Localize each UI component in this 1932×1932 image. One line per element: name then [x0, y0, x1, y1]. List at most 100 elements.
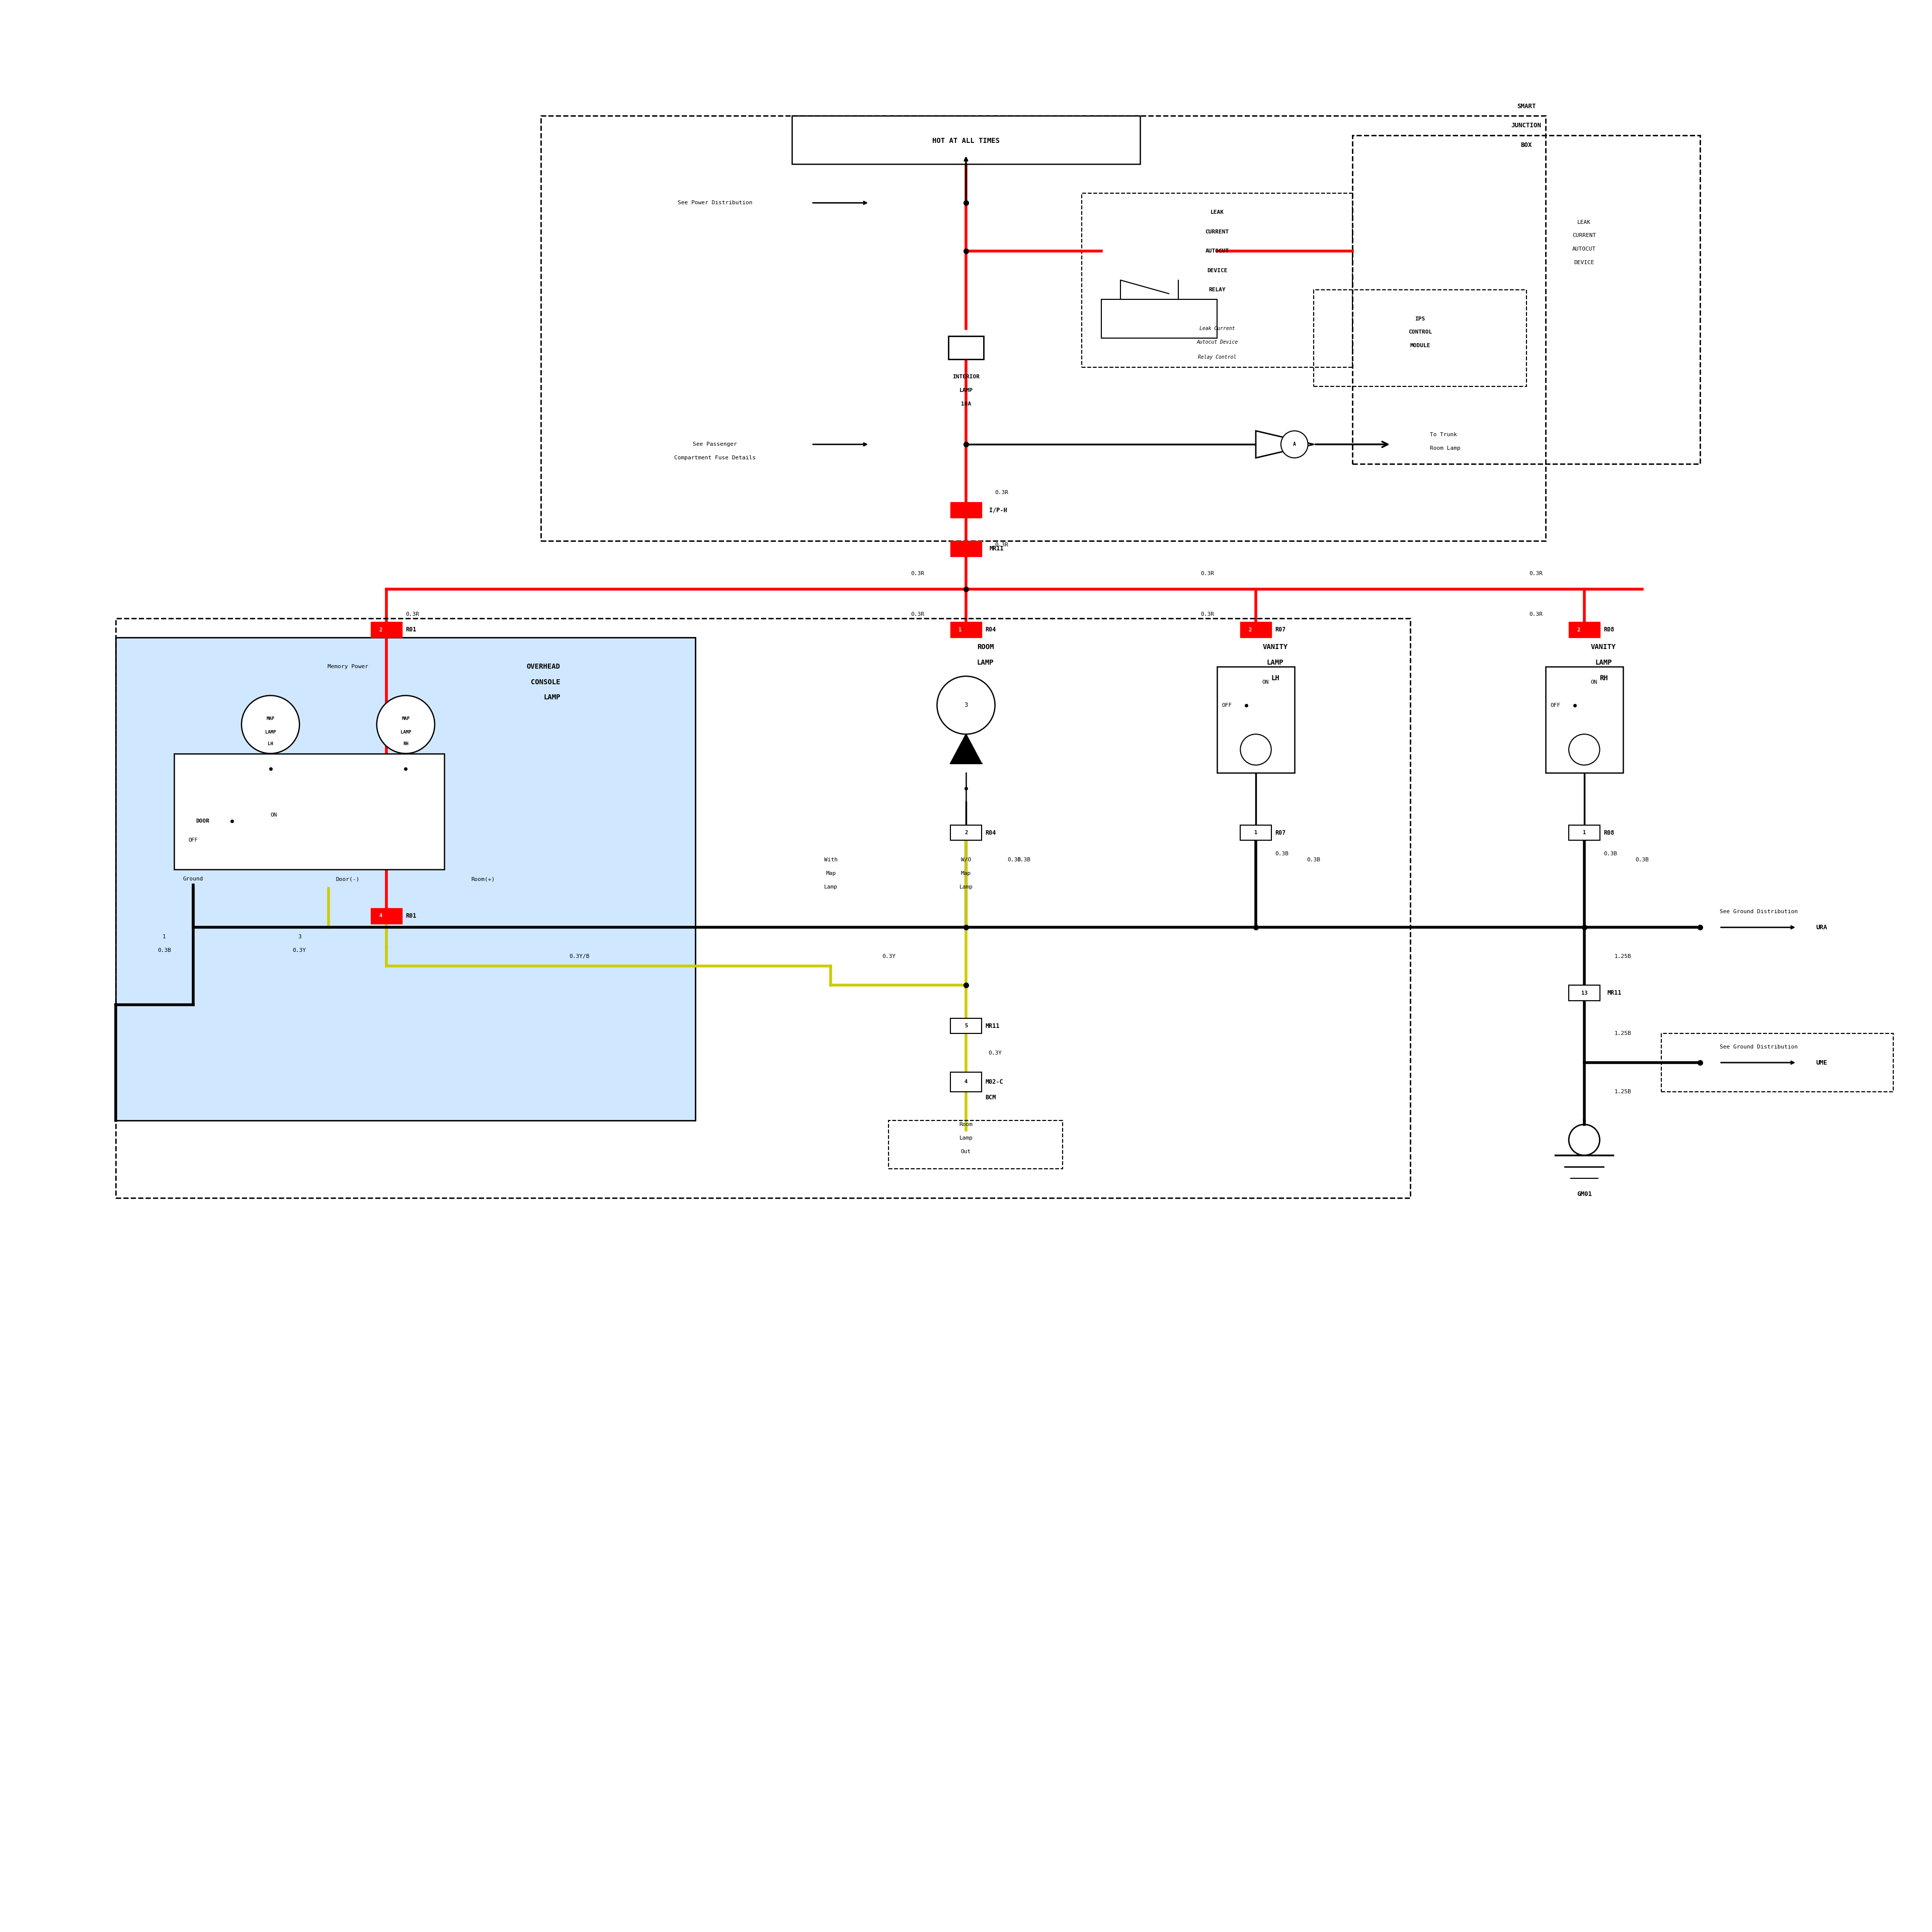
Text: 0.3R: 0.3R	[1200, 572, 1215, 576]
Text: Map: Map	[825, 871, 837, 875]
Text: ON: ON	[1590, 680, 1598, 684]
FancyBboxPatch shape	[951, 1018, 981, 1034]
Text: Room: Room	[958, 1122, 974, 1126]
Text: LAMP: LAMP	[1596, 659, 1611, 667]
Text: OFF: OFF	[1549, 703, 1561, 707]
Text: CONSOLE: CONSOLE	[531, 678, 560, 686]
Text: R01: R01	[406, 626, 417, 634]
Text: Lamp: Lamp	[958, 1136, 974, 1140]
Circle shape	[377, 696, 435, 753]
Text: DOOR: DOOR	[195, 819, 211, 823]
Text: 0.3Y/B: 0.3Y/B	[570, 954, 589, 958]
Text: 0.3R: 0.3R	[910, 612, 925, 616]
FancyBboxPatch shape	[1569, 985, 1600, 1001]
Text: 0.3R: 0.3R	[1528, 572, 1544, 576]
Text: LH: LH	[269, 742, 272, 746]
Text: W/O: W/O	[960, 858, 972, 862]
Text: Lamp: Lamp	[823, 885, 838, 889]
Text: 1: 1	[1582, 831, 1586, 835]
Text: See Power Distribution: See Power Distribution	[678, 201, 752, 205]
Text: IPS: IPS	[1414, 317, 1426, 321]
Text: 0.3B: 0.3B	[1275, 852, 1289, 856]
Text: 2: 2	[964, 831, 968, 835]
Text: 3: 3	[298, 935, 301, 939]
Text: BOX: BOX	[1520, 141, 1532, 149]
Text: 1: 1	[1254, 831, 1258, 835]
Text: DEVICE: DEVICE	[1575, 261, 1594, 265]
Text: MODULE: MODULE	[1410, 344, 1430, 348]
Circle shape	[937, 676, 995, 734]
Text: 4: 4	[964, 1080, 968, 1084]
Text: ON: ON	[1262, 680, 1269, 684]
Text: 2: 2	[1248, 628, 1252, 632]
Text: Map: Map	[960, 871, 972, 875]
Text: 0.3R: 0.3R	[910, 572, 925, 576]
Text: A: A	[1293, 442, 1296, 446]
FancyBboxPatch shape	[951, 1072, 981, 1092]
Text: RH: RH	[1600, 674, 1607, 682]
FancyBboxPatch shape	[1569, 622, 1600, 638]
Circle shape	[242, 696, 299, 753]
Text: URA: URA	[1816, 923, 1828, 931]
Text: CURRENT: CURRENT	[1206, 230, 1229, 234]
Text: 1.25B: 1.25B	[1615, 1090, 1631, 1094]
FancyBboxPatch shape	[949, 336, 983, 359]
Text: 5: 5	[964, 1024, 968, 1028]
Text: See Passenger: See Passenger	[694, 442, 736, 446]
Text: 0.3Y: 0.3Y	[881, 954, 896, 958]
Text: See Ground Distribution: See Ground Distribution	[1719, 1045, 1797, 1049]
Text: 1: 1	[162, 935, 166, 939]
Text: DEVICE: DEVICE	[1208, 269, 1227, 272]
FancyBboxPatch shape	[371, 622, 402, 638]
Text: OVERHEAD: OVERHEAD	[527, 663, 560, 670]
Text: LAMP: LAMP	[1267, 659, 1283, 667]
FancyBboxPatch shape	[371, 908, 402, 923]
Text: AUTOCUT: AUTOCUT	[1573, 247, 1596, 251]
Text: MR11: MR11	[985, 1022, 999, 1030]
Text: MR11: MR11	[1607, 989, 1621, 997]
Text: 0.3B: 0.3B	[1634, 858, 1650, 862]
Text: R01: R01	[406, 912, 417, 920]
Text: Compartment Fuse Details: Compartment Fuse Details	[674, 456, 755, 460]
Circle shape	[1569, 734, 1600, 765]
FancyBboxPatch shape	[1569, 825, 1600, 840]
Text: 0.3Y: 0.3Y	[292, 949, 307, 952]
Text: 0.3R: 0.3R	[406, 612, 419, 616]
Text: Room Lamp: Room Lamp	[1430, 446, 1461, 450]
Text: CONTROL: CONTROL	[1408, 330, 1432, 334]
Text: 0.3R: 0.3R	[1528, 612, 1544, 616]
Text: R04: R04	[985, 829, 997, 837]
Text: 3: 3	[964, 701, 968, 709]
Text: 1.25B: 1.25B	[1615, 1032, 1631, 1036]
Text: LAMP: LAMP	[543, 694, 560, 701]
Text: M02-C: M02-C	[985, 1078, 1003, 1086]
Text: R08: R08	[1604, 626, 1615, 634]
FancyBboxPatch shape	[174, 753, 444, 869]
Text: 0.3B: 0.3B	[1306, 858, 1321, 862]
FancyBboxPatch shape	[951, 502, 981, 518]
Text: JUNCTION: JUNCTION	[1511, 122, 1542, 129]
Text: RELAY: RELAY	[1209, 288, 1225, 292]
Text: ROOM: ROOM	[978, 643, 993, 651]
Text: LAMP: LAMP	[265, 730, 276, 734]
Text: 1: 1	[958, 628, 962, 632]
Text: 4: 4	[379, 914, 383, 918]
Text: 0.3B: 0.3B	[1016, 858, 1032, 862]
Text: CURRENT: CURRENT	[1573, 234, 1596, 238]
Text: INTERIOR: INTERIOR	[952, 375, 980, 379]
Text: HOT AT ALL TIMES: HOT AT ALL TIMES	[933, 137, 999, 145]
Text: Relay Control: Relay Control	[1198, 355, 1236, 359]
Text: 13: 13	[1580, 991, 1588, 995]
Text: 8: 8	[945, 508, 949, 512]
Text: To Trunk: To Trunk	[1430, 433, 1457, 437]
Text: RH: RH	[404, 742, 408, 746]
Text: 0.3B: 0.3B	[1007, 858, 1022, 862]
Text: LH: LH	[1271, 674, 1279, 682]
Text: SMART: SMART	[1517, 102, 1536, 110]
Text: Lamp: Lamp	[958, 885, 974, 889]
Text: MAP: MAP	[267, 717, 274, 721]
Text: 0.3R: 0.3R	[995, 543, 1009, 547]
Text: LAMP: LAMP	[400, 730, 412, 734]
Text: R04: R04	[985, 626, 997, 634]
Polygon shape	[951, 734, 981, 763]
